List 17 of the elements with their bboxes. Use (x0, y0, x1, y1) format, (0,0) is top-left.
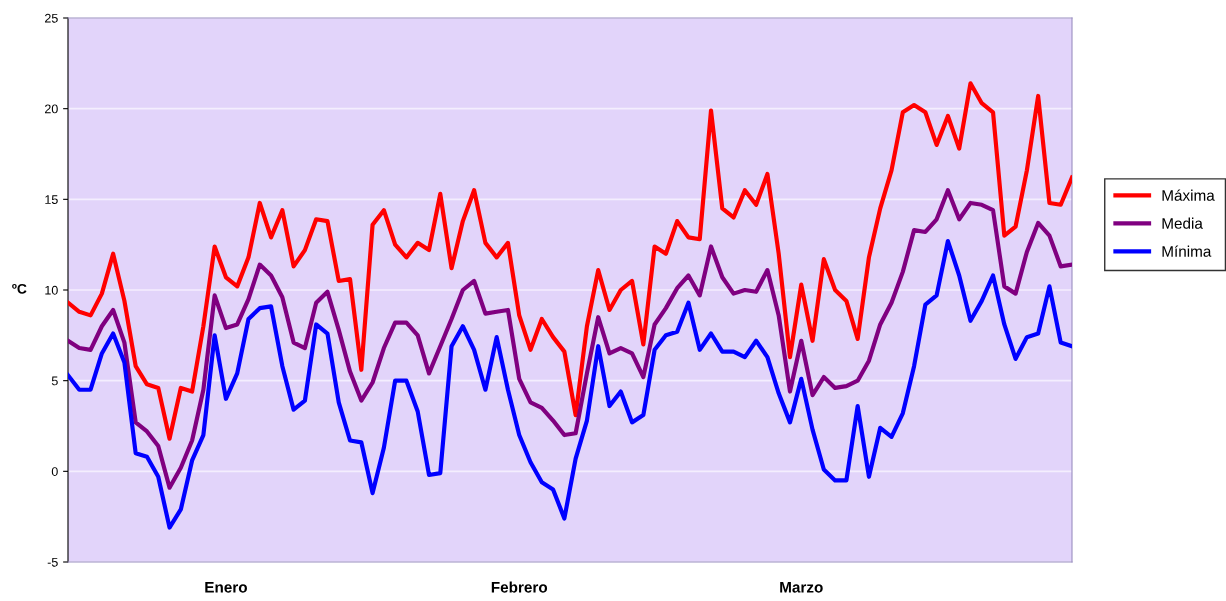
x-tick-label: Marzo (780, 582, 823, 593)
legend-label: Media (1162, 217, 1203, 229)
y-tick-label: 15 (45, 195, 58, 204)
legend-label: Mínima (1162, 245, 1212, 257)
y-tick-label: 25 (45, 13, 58, 23)
line-series (68, 81, 1072, 441)
line-series (68, 188, 1072, 490)
y-tick-label: 20 (45, 104, 58, 114)
x-tick-label: Febrero (491, 581, 548, 593)
y-axis-title: ºC (12, 283, 27, 294)
y-tick-label: -5 (47, 557, 58, 567)
y-tick-label: 5 (51, 376, 58, 386)
y-tick-label: 10 (45, 285, 58, 295)
legend-label: Máxima (1162, 189, 1215, 201)
y-tick-label: 0 (51, 467, 58, 476)
x-tick-label: Enero (205, 582, 247, 593)
line-series (68, 238, 1072, 530)
